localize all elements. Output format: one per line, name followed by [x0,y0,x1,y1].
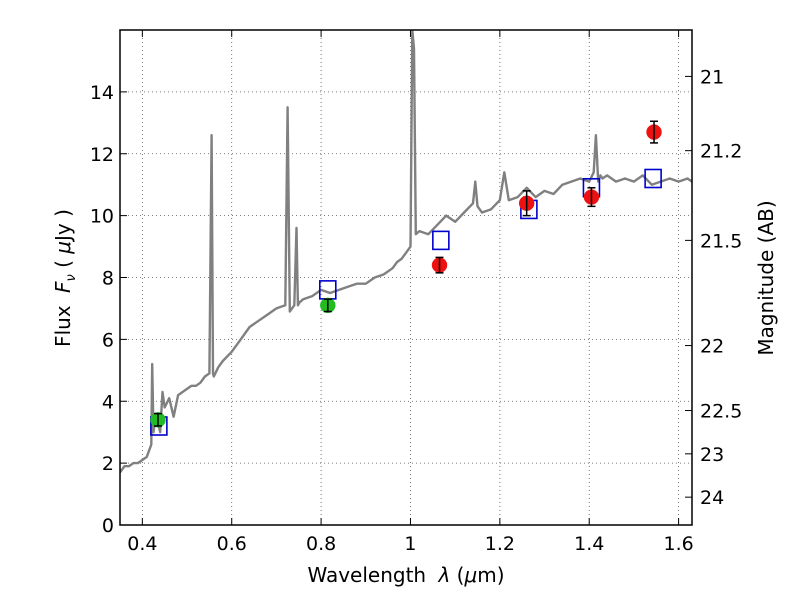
model-box-marker [644,168,662,189]
model-photometry-boxes [150,168,662,436]
y-tick-label: 0 [102,515,114,537]
magnitude-tick-label: 22.5 [700,401,742,423]
magnitude-tick-label: 21.2 [700,141,742,163]
x-tick-label: 0.8 [306,533,336,555]
magnitude-tick-label: 23 [700,444,724,466]
x-axis-title: Wavelength λ (μm) [307,563,504,587]
x-tick-label: 1 [404,533,416,555]
y-axis-ticks: 0 2 4 6 8 10 12 14 [90,82,127,537]
y-tick-label: 6 [102,329,114,351]
magnitude-tick-label: 22 [700,336,724,358]
magnitude-axis-ticks: 21 21.2 21.5 22 22.5 23 24 [685,66,742,509]
x-tick-label: 1.2 [485,533,515,555]
magnitude-tick-label: 21 [700,66,724,88]
observed-photometry-points [150,120,662,428]
y-tick-label: 12 [90,144,114,166]
x-tick-label: 0.4 [127,533,157,555]
model-box-marker [432,230,450,251]
x-tick-label: 0.6 [217,533,247,555]
x-axis-ticks: 0.4 0.6 0.8 1 1.2 1.4 1.6 [127,30,694,555]
magnitude-axis-title: Magnitude (AB) [754,200,778,355]
model-spectrum-line [120,30,692,474]
y-axis-title: Flux Fν ( μJy ) [51,209,79,347]
plot-frame [119,29,693,526]
y-tick-label: 14 [90,82,114,104]
x-tick-label: 1.4 [574,533,604,555]
y-tick-label: 8 [102,268,114,290]
grid-lines [120,30,692,525]
y-tick-label: 4 [102,391,114,413]
magnitude-tick-label: 21.5 [700,230,742,252]
magnitude-tick-label: 24 [700,487,724,509]
x-tick-label: 1.6 [663,533,693,555]
y-tick-label: 10 [90,206,114,228]
y-tick-label: 2 [102,453,114,475]
